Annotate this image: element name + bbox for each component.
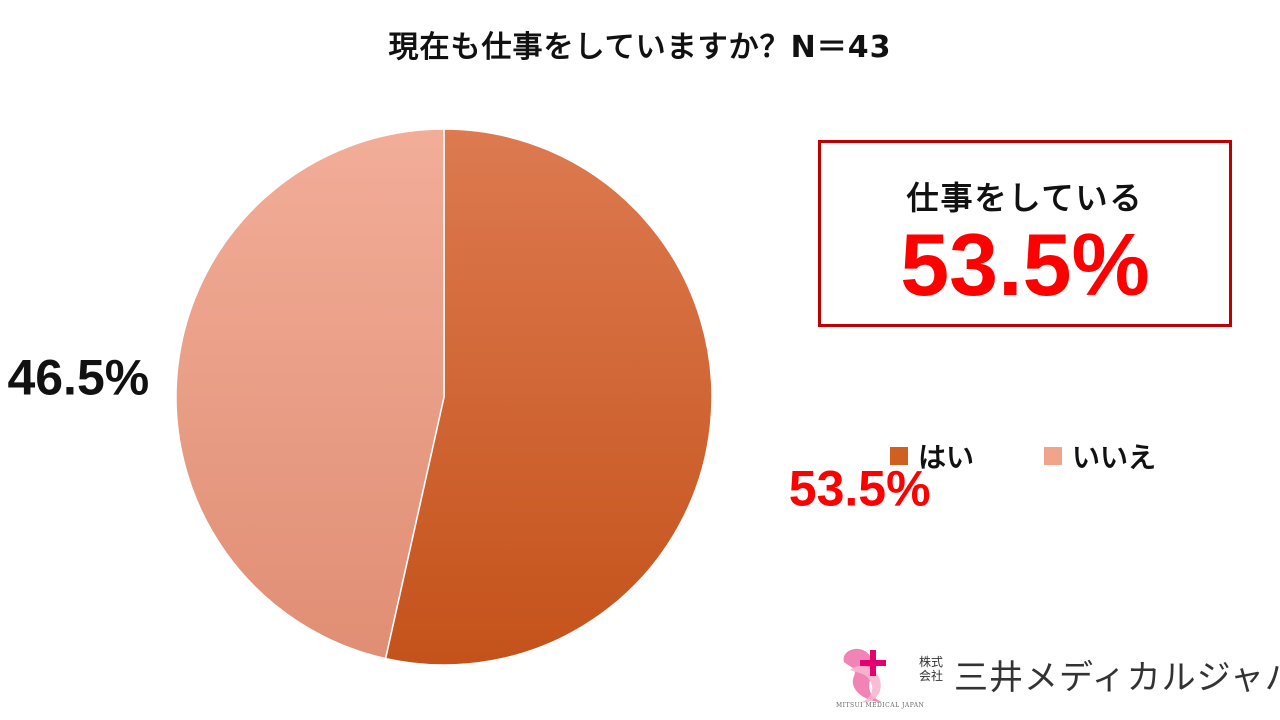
legend-swatch-yes [890, 447, 908, 465]
callout-label: 仕事をしている [906, 179, 1144, 217]
callout-value: 53.5% [900, 215, 1150, 314]
legend-item-no: いいえ [1044, 436, 1156, 476]
pie-label-0: 53.5% [789, 461, 931, 517]
logo-company-name: 三井メディカルジャパン [954, 658, 1280, 698]
legend-label-yes: はい [918, 441, 975, 474]
legend-label-no: いいえ [1072, 441, 1157, 474]
pie-slice-1 [175, 128, 445, 660]
company-logo [843, 648, 886, 703]
chart-title: 現在も仕事をしていますか？N＝43 [388, 30, 892, 65]
logo-english-name: MITSUI MEDICAL JAPAN [836, 702, 925, 709]
legend-swatch-no [1044, 447, 1063, 465]
highlight-callout: 仕事をしている 53.5% [818, 140, 1232, 327]
logo-mark-icon [843, 648, 886, 703]
legend: はい いいえ [890, 436, 1156, 476]
legend-item-yes: はい [890, 436, 974, 476]
pie-slice-0 [384, 128, 713, 666]
logo-company-prefix: 株式会社 [918, 655, 943, 683]
pie-label-1: 46.5% [7, 349, 149, 405]
